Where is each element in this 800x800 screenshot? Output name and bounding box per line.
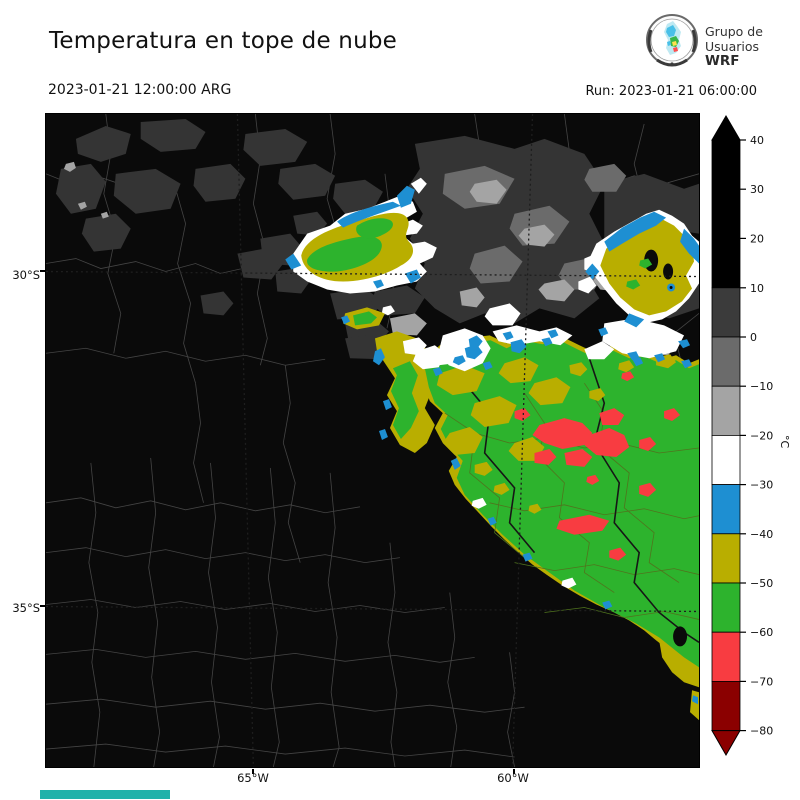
- svg-text:−40: −40: [750, 528, 773, 541]
- svg-text:−20: −20: [750, 429, 773, 442]
- lat-label-35s: 35°S: [12, 601, 40, 615]
- colorbar-unit-label: °C: [778, 435, 791, 449]
- colorbar-tick-labels: 40 30 20 10 0 −10 −20 −30 −40 −50 −60 −7…: [750, 134, 773, 738]
- cbar-seg-8: [711, 631, 741, 682]
- logo-line-1: Grupo de: [705, 24, 763, 39]
- cbar-seg-0: [711, 139, 741, 289]
- ne-cluster-details: [626, 249, 674, 290]
- west-blob-green: [307, 218, 393, 272]
- colorbar-arrow-down: [711, 730, 741, 757]
- graticule-35s: [45, 605, 700, 613]
- x-tick-60w: [513, 769, 515, 774]
- lon-label-65w: 65°W: [237, 771, 269, 785]
- cbar-seg-4: [711, 434, 741, 485]
- logo-line-3: WRF: [705, 53, 740, 69]
- graticule-30s: [45, 270, 700, 278]
- svg-text:0: 0: [750, 331, 757, 344]
- page-title: Temperatura en tope de nube: [49, 28, 398, 54]
- colorbar-arrow-up: [711, 115, 741, 141]
- lon-label-60w: 60°W: [497, 771, 529, 785]
- blue-eye-dot: [669, 285, 673, 289]
- svg-text:−10: −10: [750, 380, 773, 393]
- cbar-seg-3: [711, 385, 741, 436]
- cbar-seg-5: [711, 484, 741, 535]
- x-tick-65w: [252, 769, 254, 774]
- graticule-65w: [236, 113, 255, 768]
- svg-text:−60: −60: [750, 626, 773, 639]
- svg-text:30: 30: [750, 183, 764, 196]
- y-tick-35s: [40, 605, 45, 607]
- svg-text:10: 10: [750, 282, 764, 295]
- svg-text:−50: −50: [750, 577, 773, 590]
- svg-text:−80: −80: [750, 725, 773, 738]
- lat-label-30s: 30°S: [12, 268, 40, 282]
- svg-text:40: 40: [750, 134, 764, 147]
- cbar-seg-9: [711, 681, 741, 732]
- colorbar: 40 30 20 10 0 −10 −20 −30 −40 −50 −60 −7…: [711, 115, 791, 757]
- cbar-seg-6: [711, 533, 741, 584]
- cbar-seg-1: [711, 287, 741, 338]
- cloud-layer-blue: [285, 185, 699, 705]
- y-tick-30s: [40, 270, 45, 272]
- svg-text:20: 20: [750, 232, 764, 245]
- logo-text: Grupo de Usuarios WRF: [705, 24, 763, 69]
- logo-line-2: Usuarios: [705, 39, 760, 54]
- cloud-layer-red: [514, 371, 681, 561]
- progress-bar: [40, 790, 170, 799]
- valid-time-label: 2023-01-21 12:00:00 ARG: [48, 82, 232, 98]
- yellow-block-hole: [673, 626, 688, 647]
- colorbar-ticks: [740, 139, 746, 732]
- wrf-group-logo-icon: [646, 14, 698, 67]
- svg-text:−70: −70: [750, 675, 773, 688]
- run-time-label: Run: 2023-01-21 06:00:00: [585, 84, 757, 99]
- svg-text:−30: −30: [750, 479, 773, 492]
- cbar-seg-2: [711, 336, 741, 387]
- graticule-lines: [45, 113, 700, 768]
- graticule-60w: [511, 113, 534, 768]
- map-canvas: [45, 113, 700, 768]
- cbar-seg-7: [711, 582, 741, 633]
- map-plot-area: [45, 113, 700, 768]
